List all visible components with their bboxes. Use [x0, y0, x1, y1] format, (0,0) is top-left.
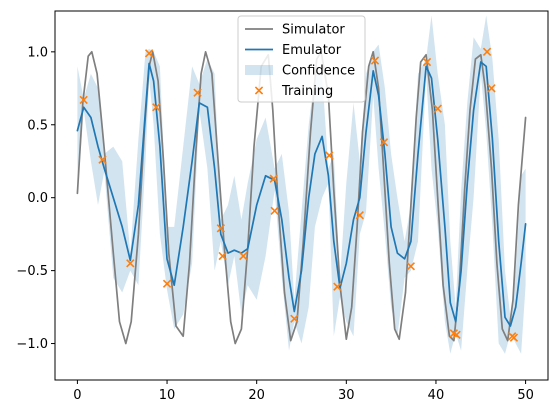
y-tick-label: −1.0 [16, 337, 48, 352]
training-point [79, 95, 88, 105]
simulator-line [76, 50, 527, 345]
emulator-line [76, 61, 527, 327]
training-point [290, 314, 299, 323]
y-tick-label: 0.0 [27, 191, 48, 206]
x-tick-label: 0 [73, 388, 81, 403]
training-point [162, 279, 172, 288]
training-point [126, 259, 135, 268]
x-tick-label: 10 [159, 388, 176, 403]
legend-label: Simulator [282, 23, 345, 38]
legend-item-confidence: Confidence [245, 64, 355, 79]
training-point [433, 104, 442, 113]
training-point [379, 138, 389, 147]
axes-layer: 0 10 20 30 40 50 −1.0 −0.5 0.0 0.5 1.0 [16, 45, 533, 403]
legend: Simulator Emulator Confidence Training [237, 15, 366, 103]
training-point [487, 84, 496, 93]
training-point [370, 56, 380, 65]
y-tick-label: 1.0 [27, 45, 48, 60]
legend-box [237, 15, 366, 103]
x-tick-label: 40 [428, 388, 445, 403]
y-tick-label: 0.5 [27, 118, 48, 133]
y-tick-label: −0.5 [16, 264, 48, 279]
x-tick-label: 50 [517, 388, 534, 403]
training-markers-layer [79, 47, 519, 342]
training-point [270, 206, 279, 215]
legend-item-simulator: Simulator [245, 23, 345, 38]
legend-label: Confidence [282, 64, 355, 79]
training-point [333, 282, 342, 291]
training-point [98, 155, 107, 164]
x-tick-label: 30 [338, 388, 355, 403]
training-point [218, 251, 227, 261]
training-point [152, 103, 161, 112]
training-point [193, 88, 202, 97]
training-point [144, 49, 154, 58]
training-point [509, 333, 519, 342]
legend-item-emulator: Emulator [245, 43, 342, 58]
training-point [355, 211, 364, 220]
training-point [422, 57, 432, 67]
x-tick-label: 20 [248, 388, 265, 403]
training-point [325, 151, 334, 160]
training-point [216, 224, 225, 233]
legend-swatch [254, 86, 264, 95]
training-point [239, 251, 248, 261]
plot-frame [54, 10, 549, 381]
legend-label: Training [281, 84, 333, 99]
training-point [482, 47, 492, 57]
legend-swatch [245, 65, 273, 75]
training-point [452, 330, 461, 339]
training-point [269, 174, 278, 183]
training-point [406, 262, 416, 271]
lines-layer [76, 50, 527, 345]
legend-item-training: Training [254, 84, 333, 99]
legend-label: Emulator [282, 43, 342, 58]
